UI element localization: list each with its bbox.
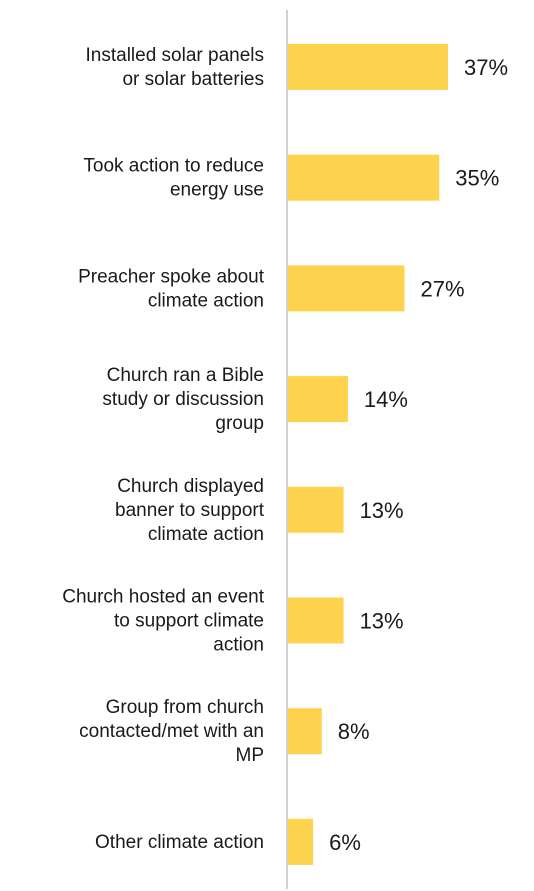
category-label: Preacher spoke about climate action xyxy=(78,266,265,311)
bar xyxy=(287,708,322,755)
value-label: 14% xyxy=(364,387,408,412)
bars xyxy=(287,44,448,865)
bar xyxy=(287,818,314,865)
value-label: 8% xyxy=(338,719,370,744)
value-label: 27% xyxy=(420,276,464,301)
value-label: 13% xyxy=(360,609,404,634)
value-label: 6% xyxy=(329,830,361,855)
bar xyxy=(287,154,440,201)
bar xyxy=(287,44,448,90)
category-label: Took action to reduce energy use xyxy=(83,156,264,201)
category-label: Church displayed banner to support climate… xyxy=(115,476,265,545)
category-label: Church ran a Bible study or discussion gro… xyxy=(102,365,264,434)
bar xyxy=(287,376,348,423)
category-labels: Installed solar panels or solar batteries… xyxy=(62,45,264,853)
category-label: Other climate action xyxy=(95,832,264,853)
category-label: Church hosted an event to support climate… xyxy=(62,587,264,656)
category-label: Group from church contacted/met with an MP xyxy=(79,697,264,766)
value-label: 35% xyxy=(455,166,499,191)
category-label: Installed solar panels or solar batteries xyxy=(86,45,265,90)
bar xyxy=(287,597,344,644)
bar xyxy=(287,486,344,533)
value-labels: 37% 35% 27% 14% 13% 13% 8% 6% xyxy=(329,55,508,855)
value-label: 13% xyxy=(360,498,404,523)
value-label: 37% xyxy=(464,55,508,80)
bar xyxy=(287,265,405,312)
